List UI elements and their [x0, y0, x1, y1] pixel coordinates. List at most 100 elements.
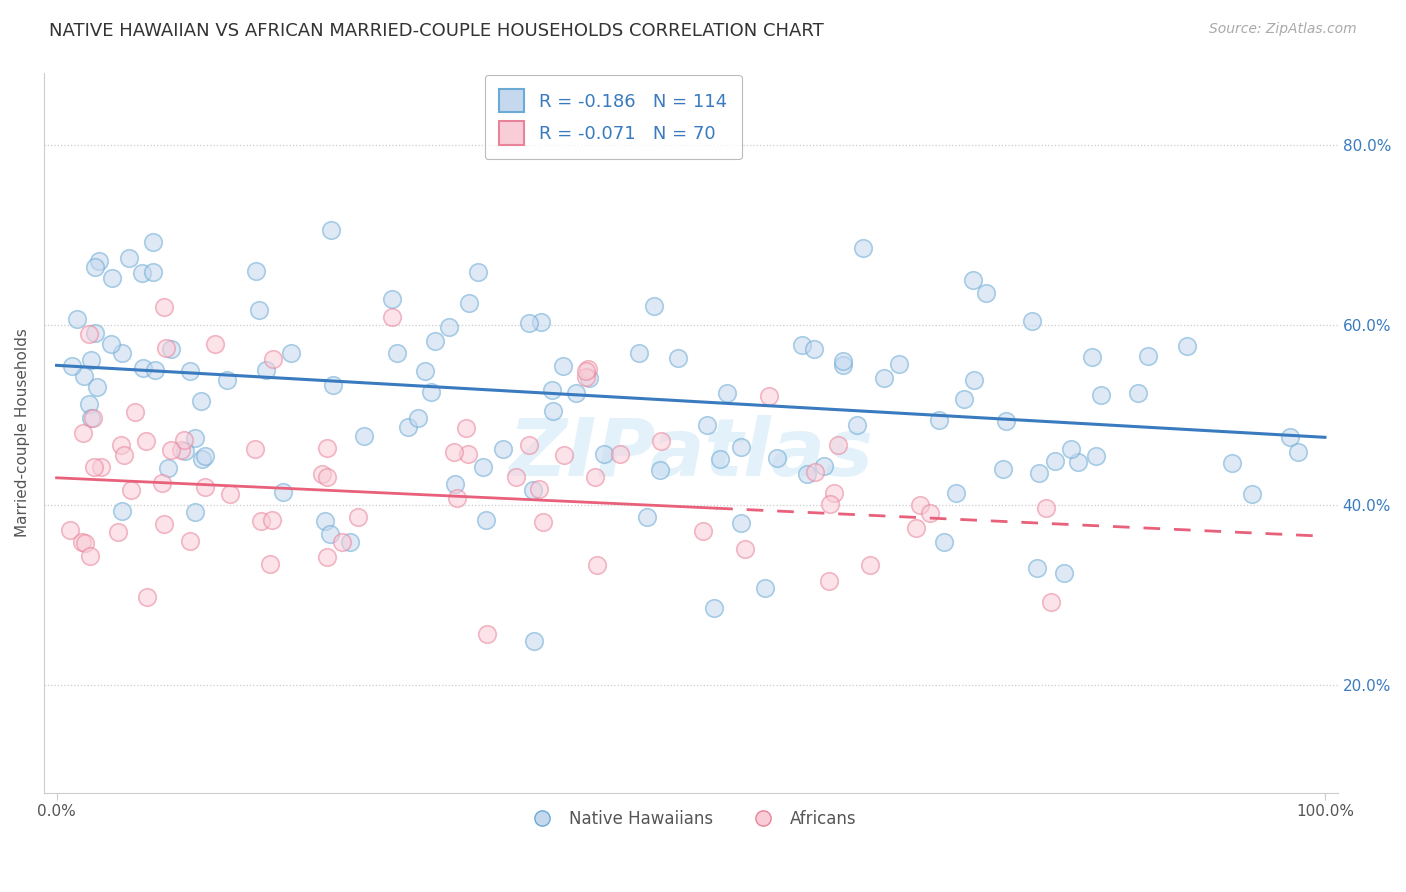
- Point: [1053, 566, 1076, 581]
- Point: [796, 467, 818, 481]
- Point: [457, 296, 479, 310]
- Point: [142, 265, 165, 279]
- Point: [627, 346, 650, 360]
- Point: [475, 627, 498, 641]
- Point: [396, 420, 419, 434]
- Point: [70, 535, 93, 549]
- Point: [851, 242, 873, 256]
- Point: [259, 557, 281, 571]
- Point: [218, 486, 240, 500]
- Point: [643, 299, 665, 313]
- Point: [832, 358, 855, 372]
- Point: [541, 403, 564, 417]
- Point: [575, 369, 598, 384]
- Point: [316, 470, 339, 484]
- Point: [541, 383, 564, 397]
- Point: [585, 558, 607, 573]
- Point: [110, 504, 132, 518]
- Point: [243, 442, 266, 457]
- Text: ZIPatlas: ZIPatlas: [508, 416, 873, 493]
- Point: [83, 326, 105, 340]
- Point: [173, 433, 195, 447]
- Point: [945, 485, 967, 500]
- Point: [107, 524, 129, 539]
- Point: [1028, 467, 1050, 481]
- Point: [245, 264, 267, 278]
- Legend: Native Hawaiians, Africans: Native Hawaiians, Africans: [519, 804, 863, 835]
- Point: [174, 443, 197, 458]
- Point: [160, 342, 183, 356]
- Y-axis label: Married-couple Households: Married-couple Households: [15, 328, 30, 537]
- Point: [734, 542, 756, 557]
- Point: [872, 371, 894, 385]
- Point: [387, 346, 409, 360]
- Point: [347, 510, 370, 524]
- Point: [1240, 487, 1263, 501]
- Point: [77, 326, 100, 341]
- Point: [73, 369, 96, 384]
- Point: [87, 254, 110, 268]
- Point: [100, 337, 122, 351]
- Point: [1067, 455, 1090, 469]
- Point: [859, 558, 882, 573]
- Point: [204, 337, 226, 351]
- Point: [110, 438, 132, 452]
- Point: [419, 384, 441, 399]
- Point: [1085, 449, 1108, 463]
- Point: [609, 447, 631, 461]
- Point: [467, 265, 489, 279]
- Point: [330, 534, 353, 549]
- Point: [249, 514, 271, 528]
- Point: [194, 480, 217, 494]
- Point: [529, 482, 551, 496]
- Point: [83, 459, 105, 474]
- Point: [247, 303, 270, 318]
- Point: [100, 271, 122, 285]
- Point: [170, 442, 193, 457]
- Point: [315, 441, 337, 455]
- Point: [262, 352, 284, 367]
- Point: [730, 441, 752, 455]
- Point: [322, 378, 344, 392]
- Point: [517, 316, 540, 330]
- Point: [153, 516, 176, 531]
- Point: [1126, 385, 1149, 400]
- Point: [80, 411, 103, 425]
- Point: [319, 527, 342, 541]
- Point: [578, 370, 600, 384]
- Point: [381, 292, 404, 306]
- Point: [648, 462, 671, 476]
- Point: [522, 483, 544, 498]
- Point: [60, 359, 83, 374]
- Point: [523, 634, 546, 648]
- Point: [73, 535, 96, 549]
- Text: NATIVE HAWAIIAN VS AFRICAN MARRIED-COUPLE HOUSEHOLDS CORRELATION CHART: NATIVE HAWAIIAN VS AFRICAN MARRIED-COUPL…: [49, 22, 824, 40]
- Point: [551, 359, 574, 373]
- Point: [827, 437, 849, 451]
- Point: [79, 397, 101, 411]
- Point: [1081, 350, 1104, 364]
- Point: [666, 351, 689, 366]
- Point: [86, 380, 108, 394]
- Point: [1175, 339, 1198, 353]
- Point: [254, 363, 277, 377]
- Point: [953, 392, 976, 406]
- Point: [321, 223, 343, 237]
- Point: [155, 341, 177, 355]
- Point: [157, 461, 180, 475]
- Point: [517, 438, 540, 452]
- Point: [90, 460, 112, 475]
- Point: [443, 445, 465, 459]
- Point: [184, 431, 207, 445]
- Point: [803, 343, 825, 357]
- Point: [152, 300, 174, 314]
- Point: [920, 506, 942, 520]
- Point: [179, 534, 201, 549]
- Point: [818, 574, 841, 589]
- Point: [471, 459, 494, 474]
- Point: [66, 311, 89, 326]
- Point: [124, 404, 146, 418]
- Text: Source: ZipAtlas.com: Source: ZipAtlas.com: [1209, 22, 1357, 37]
- Point: [994, 414, 1017, 428]
- Point: [583, 469, 606, 483]
